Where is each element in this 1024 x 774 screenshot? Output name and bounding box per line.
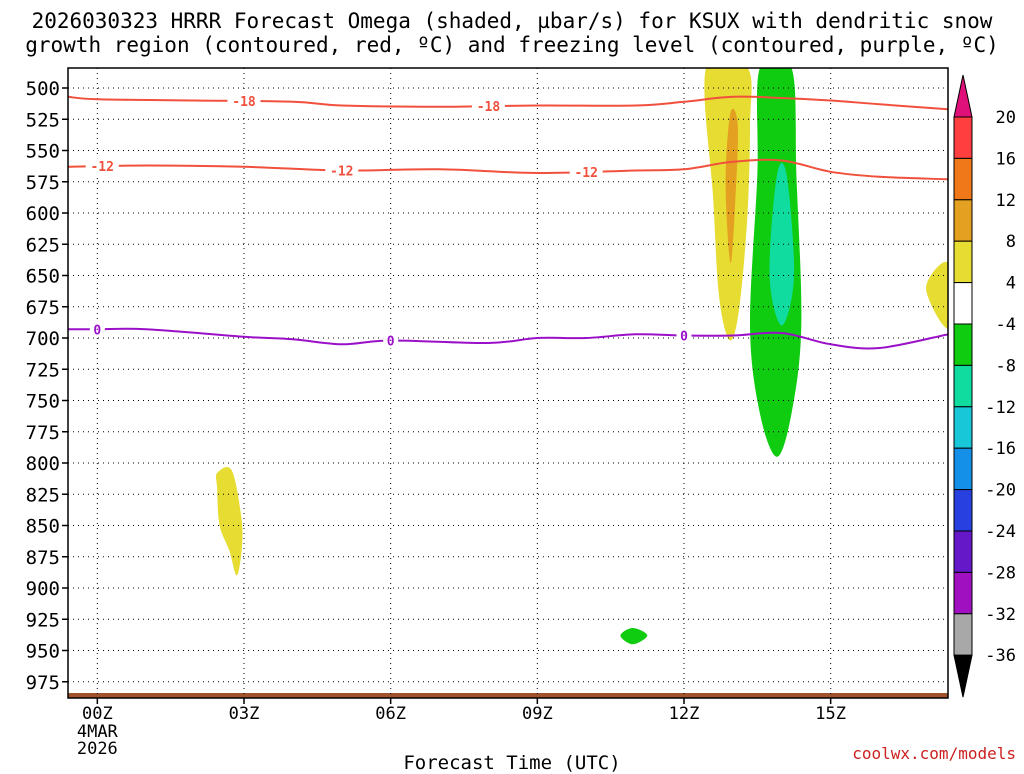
colorbar-label-7: -12	[985, 398, 1016, 418]
colorbar-swatch-4	[953, 282, 973, 325]
colorbar-label-10: -24	[985, 522, 1016, 542]
y-tick-label-900: 900	[26, 578, 60, 600]
x-tick-label-12Z: 12Z	[669, 704, 700, 724]
contour-label-minus18-0: -18	[232, 95, 256, 110]
omega-region-lift-yellow-17z	[926, 261, 948, 329]
contour-label-bg-minus18-1	[471, 98, 505, 115]
contour-label-bg-freezing-1	[383, 332, 399, 349]
colorbar-swatch-0	[953, 116, 973, 159]
contour-label-freezing-1: 0	[387, 335, 395, 350]
colorbar-swatch-3	[953, 240, 973, 284]
terrain-surface	[68, 693, 948, 698]
omega-region-sink-teal-14z	[769, 162, 795, 326]
colorbar-label-3: 8	[1006, 232, 1016, 252]
contour-label-bg-freezing-0	[89, 321, 105, 338]
colorbar-swatch-10	[953, 530, 973, 573]
colorbar-swatch-2	[953, 199, 973, 242]
y-tick-label-550: 550	[26, 141, 60, 163]
colorbar-label-0: 20	[996, 108, 1016, 128]
watermark: coolwx.com/models	[852, 744, 1016, 763]
contour-minus12	[68, 158, 948, 181]
x-tick-label-15Z: 15Z	[815, 704, 846, 724]
colorbar-label-12: -32	[985, 605, 1016, 625]
y-tick-label-575: 575	[26, 172, 60, 194]
y-tick-label-700: 700	[26, 328, 60, 350]
y-tick-label-600: 600	[26, 203, 60, 225]
x-tick-label-09Z: 09Z	[522, 704, 553, 724]
colorbar-swatch-1	[953, 157, 973, 201]
contour-label-minus12-1: -12	[330, 165, 353, 180]
colorbar-swatch-11	[953, 571, 973, 615]
omega-region-sink-green-11z	[620, 628, 648, 645]
y-tick-label-825: 825	[26, 484, 60, 506]
colorbar-label-8: -16	[985, 439, 1016, 459]
colorbar-swatch-8	[953, 447, 973, 491]
contour-label-bg-minus12-0	[85, 158, 119, 175]
contour-label-minus18-1: -18	[477, 100, 501, 115]
colorbar-swatch-6	[953, 364, 973, 408]
contour-label-bg-minus12-1	[325, 162, 359, 179]
omega-region-lift-orange-13z	[725, 108, 738, 264]
y-tick-label-975: 975	[26, 672, 60, 694]
contour-label-bg-minus12-2	[569, 163, 603, 180]
x-date-label-1: 2026	[77, 739, 118, 759]
contour-freezing	[68, 327, 948, 350]
contour-label-freezing-0: 0	[93, 323, 101, 338]
colorbar-label-9: -20	[985, 481, 1016, 501]
colorbar-label-2: 12	[996, 191, 1016, 211]
colorbar-swatch-5	[953, 323, 973, 366]
colorbar-swatch-12	[953, 613, 973, 656]
y-tick-label-750: 750	[26, 391, 60, 413]
y-tick-label-725: 725	[26, 359, 60, 381]
colorbar-swatch-9	[953, 489, 973, 532]
x-tick-label-06Z: 06Z	[375, 704, 406, 724]
contour-label-bg-freezing-2	[676, 327, 692, 344]
y-tick-label-500: 500	[26, 78, 60, 100]
y-tick-label-675: 675	[26, 297, 60, 319]
contour-label-minus12-0: -12	[90, 160, 113, 175]
y-tick-label-525: 525	[26, 109, 60, 131]
contour-label-freezing-2: 0	[680, 330, 688, 345]
x-date-label-0: 4MAR	[77, 722, 119, 742]
contour-minus18	[68, 95, 948, 111]
colorbar-top-arrow	[953, 74, 973, 118]
y-tick-label-800: 800	[26, 453, 60, 475]
contour-label-bg-minus18-0	[227, 93, 261, 110]
colorbar-label-1: 16	[996, 149, 1016, 169]
omega-region-lift-yellow-03z	[215, 467, 243, 576]
colorbar-label-11: -28	[985, 563, 1016, 583]
y-tick-label-650: 650	[26, 266, 60, 288]
x-tick-label-03Z: 03Z	[229, 704, 260, 724]
colorbar-label-5: -4	[996, 315, 1016, 335]
chart-title-line-2: growth region (contoured, red, ºC) and f…	[25, 33, 999, 57]
y-tick-label-850: 850	[26, 516, 60, 538]
y-tick-label-625: 625	[26, 234, 60, 256]
colorbar-label-13: -36	[985, 646, 1016, 666]
x-tick-label-00Z: 00Z	[82, 704, 113, 724]
y-tick-label-950: 950	[26, 641, 60, 663]
chart-title-line-1: 2026030323 HRRR Forecast Omega (shaded, …	[31, 9, 993, 33]
colorbar-swatch-7	[953, 406, 973, 449]
colorbar-label-6: -8	[996, 356, 1016, 376]
colorbar-label-4: 4	[1006, 274, 1016, 294]
y-tick-label-775: 775	[26, 422, 60, 444]
y-tick-label-925: 925	[26, 609, 60, 631]
colorbar-bottom-arrow	[953, 654, 973, 698]
y-tick-label-875: 875	[26, 547, 60, 569]
contour-label-minus12-2: -12	[574, 166, 597, 181]
plot-frame	[67, 67, 949, 699]
